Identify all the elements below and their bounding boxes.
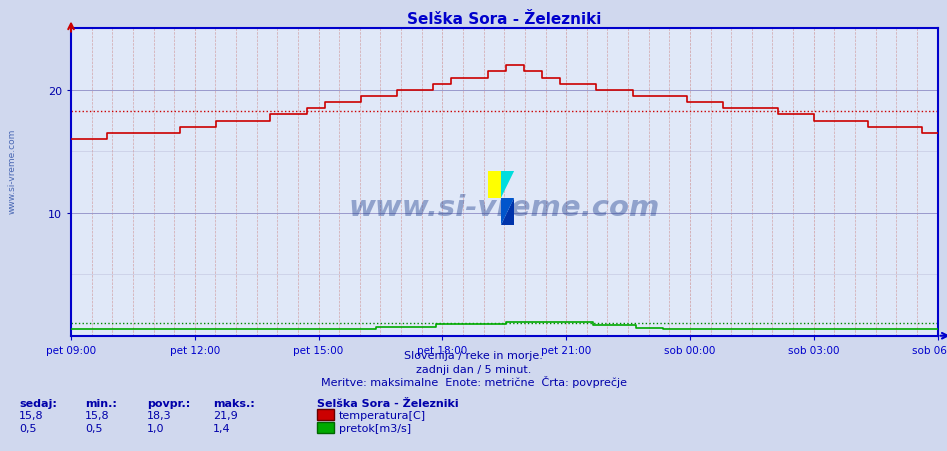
Text: sedaj:: sedaj:	[19, 398, 57, 408]
Text: 15,8: 15,8	[19, 410, 44, 420]
Text: 1,0: 1,0	[147, 423, 164, 433]
Text: Selška Sora - Železniki: Selška Sora - Železniki	[317, 398, 459, 408]
Text: zadnji dan / 5 minut.: zadnji dan / 5 minut.	[416, 364, 531, 374]
Text: pretok[m3/s]: pretok[m3/s]	[339, 423, 411, 433]
Text: 1,4: 1,4	[213, 423, 231, 433]
Polygon shape	[488, 171, 501, 198]
Text: 18,3: 18,3	[147, 410, 171, 420]
Text: Slovenija / reke in morje.: Slovenija / reke in morje.	[404, 350, 543, 360]
Text: povpr.:: povpr.:	[147, 398, 190, 408]
Polygon shape	[501, 198, 514, 226]
Text: 0,5: 0,5	[85, 423, 102, 433]
Title: Selška Sora - Železniki: Selška Sora - Železniki	[407, 12, 601, 27]
Text: 0,5: 0,5	[19, 423, 36, 433]
Text: www.si-vreme.com: www.si-vreme.com	[8, 129, 17, 214]
Polygon shape	[501, 171, 514, 198]
Text: min.:: min.:	[85, 398, 117, 408]
Text: temperatura[C]: temperatura[C]	[339, 410, 426, 420]
Polygon shape	[501, 198, 514, 226]
Text: 21,9: 21,9	[213, 410, 238, 420]
Text: 15,8: 15,8	[85, 410, 110, 420]
Text: www.si-vreme.com: www.si-vreme.com	[348, 193, 660, 221]
Text: maks.:: maks.:	[213, 398, 255, 408]
Text: Meritve: maksimalne  Enote: metrične  Črta: povprečje: Meritve: maksimalne Enote: metrične Črta…	[320, 375, 627, 387]
